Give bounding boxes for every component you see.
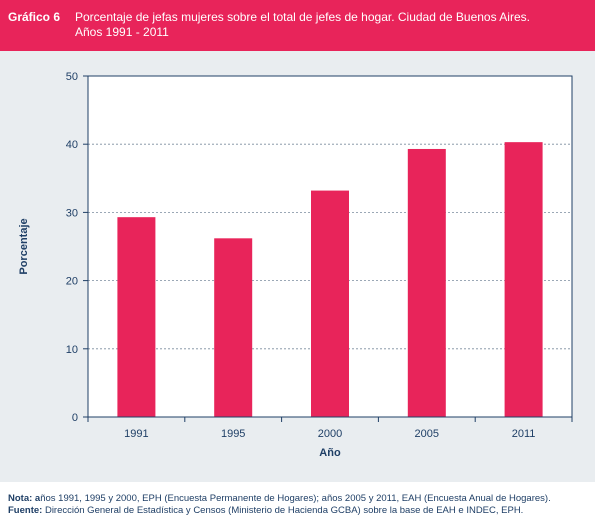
fuente-text: Dirección General de Estadística y Censo…	[42, 505, 524, 516]
plot-frame	[87, 75, 573, 418]
x-tick-label: 2011	[512, 428, 536, 440]
y-axis-title: Porcentaje	[18, 218, 30, 274]
bar-1995	[214, 238, 253, 417]
chart-title-line-1: Porcentaje de jefas mujeres sobre el tot…	[75, 10, 530, 24]
nota-label: Nota: a	[8, 493, 41, 504]
chart-title-line-2: Años 1991 - 2011	[75, 25, 169, 39]
bar-2005	[407, 148, 446, 417]
x-tick-label: 1991	[124, 428, 148, 440]
x-tick-label: 1995	[221, 428, 245, 440]
nota-text: ños 1991, 1995 y 2000, EPH (Encuesta Per…	[40, 493, 551, 504]
chart-title: Porcentaje de jefas mujeres sobre el tot…	[75, 10, 575, 40]
bar-2000	[311, 190, 349, 417]
x-axis-title: Año	[319, 447, 341, 459]
bar-2011	[504, 142, 543, 417]
y-tick-label: 40	[66, 139, 78, 151]
fuente-label: Fuente:	[8, 505, 43, 516]
y-tick-label: 0	[72, 412, 78, 424]
nota-line: Nota: años 1991, 1995 y 2000, EPH (Encue…	[8, 493, 593, 505]
bar-chart: 0 10 20 30 40 50 1991 1995 2000 2005 2011 Año Porcen…	[18, 71, 573, 459]
y-tick-label: 20	[66, 276, 78, 288]
chart-header: Gráfico 6 Porcentaje de jefas mujeres so…	[0, 0, 595, 51]
y-tick-label: 50	[66, 71, 78, 83]
footnotes: Nota: años 1991, 1995 y 2000, EPH (Encue…	[8, 493, 593, 517]
figure-label: Gráfico 6	[8, 10, 61, 24]
y-tick-label: 30	[66, 207, 78, 219]
x-tick-label: 2005	[415, 428, 439, 440]
bar-1991	[117, 217, 156, 417]
y-tick-label: 10	[66, 344, 78, 356]
fuente-line: Fuente: Dirección General de Estadística…	[8, 505, 593, 517]
x-tick-label: 2000	[318, 428, 342, 440]
chart-panel: 0 10 20 30 40 50 1991 1995 2000 2005 2011 Año Porcen…	[0, 51, 595, 482]
